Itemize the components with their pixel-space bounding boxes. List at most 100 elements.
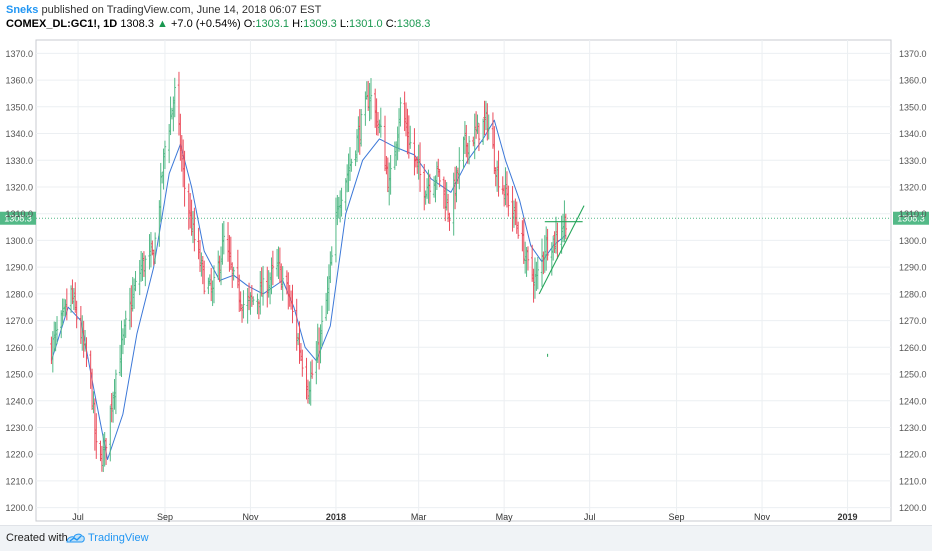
ohlc-bar xyxy=(428,173,432,205)
last-price-label-left: 1308.3 xyxy=(4,214,32,224)
price-chart[interactable]: 1308.3 1308.3 1200.0 1210.0 1220.0 1230.0 124… xyxy=(0,0,932,525)
up-arrow-icon: ▲ xyxy=(157,18,168,30)
y-tick-label-right: 1320.0 xyxy=(899,182,927,192)
ohlc-bar xyxy=(476,114,479,135)
ohlc-bar xyxy=(291,284,294,324)
ohlc-bar xyxy=(222,220,226,255)
ohlc-bar xyxy=(438,168,441,188)
ohlc-bar xyxy=(526,246,530,271)
ohlc-bar xyxy=(85,337,88,367)
ohlc-bar xyxy=(497,150,500,197)
ohlc-bar xyxy=(144,255,147,287)
ohlc-bar xyxy=(379,107,383,138)
last-price-tag-left: 1308.3 xyxy=(0,211,36,225)
ohlc-bar xyxy=(507,185,510,217)
y-tick-label-right: 1250.0 xyxy=(899,370,927,380)
x-axis: Jul Sep Nov 2018 Mar May Jul Sep Nov 2019 xyxy=(72,512,857,522)
trendlines xyxy=(538,205,585,357)
y-tick-label-left: 1310.0 xyxy=(5,209,33,219)
ohlc-bar xyxy=(153,232,157,264)
ohlc-bar xyxy=(477,123,481,152)
high-value: 1309.3 xyxy=(303,18,337,30)
ohlc-bar xyxy=(467,135,471,165)
symbol-label: COMEX_DL:GC1!, 1D xyxy=(6,18,118,30)
close-value: 1308.3 xyxy=(396,18,431,30)
y-tick-label-left: 1360.0 xyxy=(5,76,33,86)
trendline[interactable] xyxy=(538,205,585,295)
tradingview-brand-link[interactable]: TradingView xyxy=(88,532,149,544)
y-tick-label-left: 1290.0 xyxy=(5,263,33,273)
y-tick-label-left: 1230.0 xyxy=(5,423,33,433)
y-tick-label-right: 1300.0 xyxy=(899,236,927,246)
ohlc-bar xyxy=(261,265,265,306)
ohlc-bar xyxy=(409,125,412,149)
ohlc-bar xyxy=(359,109,363,147)
ohlc-bar xyxy=(232,266,235,281)
x-tick-label: Mar xyxy=(411,512,427,522)
ohlc-bar xyxy=(124,310,127,338)
ohlc-bar xyxy=(487,114,490,140)
x-tick-label: Sep xyxy=(157,512,173,522)
tradingview-logo-icon[interactable] xyxy=(66,531,86,545)
published-text: published on TradingView.com, June 14, 2… xyxy=(41,4,322,16)
x-tick-label: 2018 xyxy=(326,512,346,522)
open-value: 1303.1 xyxy=(255,18,290,30)
ohlc-bar xyxy=(173,77,176,118)
ohlc-bar xyxy=(212,265,216,304)
author-name[interactable]: Sneks xyxy=(6,4,39,16)
y-tick-label-right: 1280.0 xyxy=(899,289,927,299)
ohlc-bar xyxy=(95,413,98,459)
ohlc-bar xyxy=(389,155,392,195)
last-price-tag-right: 1308.3 xyxy=(893,211,929,225)
ohlc-bar xyxy=(330,246,333,266)
publish-info: Sneks published on TradingView.com, June… xyxy=(6,3,321,18)
y-tick-label-right: 1290.0 xyxy=(899,263,927,273)
y-axis-right: 1200.0 1210.0 1220.0 1230.0 1240.0 1250.0 1260… xyxy=(899,49,927,513)
y-tick-label-right: 1200.0 xyxy=(899,503,927,513)
y-tick-label-left: 1330.0 xyxy=(5,156,33,166)
y-tick-label-right: 1220.0 xyxy=(899,450,927,460)
ohlc-bar xyxy=(252,296,255,305)
y-tick-label-left: 1300.0 xyxy=(5,236,33,246)
ohlc-bar xyxy=(193,207,196,252)
ohlc-bar xyxy=(556,222,559,260)
ohlc-bar xyxy=(458,147,461,190)
y-axis-left: 1200.0 1210.0 1220.0 1230.0 1240.0 1250.0 1260… xyxy=(5,49,33,513)
ohlc-bar xyxy=(202,260,206,295)
ohlc-bar xyxy=(546,228,549,261)
y-tick-label-right: 1310.0 xyxy=(899,209,927,219)
y-tick-label-right: 1240.0 xyxy=(899,396,927,406)
y-tick-label-right: 1210.0 xyxy=(899,476,927,486)
y-tick-label-right: 1270.0 xyxy=(899,316,927,326)
ohlc-bar xyxy=(65,288,69,321)
last-price-label-right: 1308.3 xyxy=(897,214,925,224)
y-tick-label-left: 1340.0 xyxy=(5,129,33,139)
y-tick-label-left: 1240.0 xyxy=(5,396,33,406)
y-tick-label-right: 1230.0 xyxy=(899,423,927,433)
y-tick-label-right: 1260.0 xyxy=(899,343,927,353)
y-tick-label-right: 1330.0 xyxy=(899,156,927,166)
low-value: 1301.0 xyxy=(349,18,383,30)
ohlc-bar xyxy=(163,140,167,170)
ohlc-bar xyxy=(369,78,373,120)
y-tick-label-left: 1200.0 xyxy=(5,503,33,513)
y-tick-label-left: 1280.0 xyxy=(5,289,33,299)
ohlc-bar xyxy=(75,300,78,329)
ohlc-bar xyxy=(114,369,118,415)
ohlc-bar xyxy=(340,187,343,217)
change-value: +7.0 (+0.54%) xyxy=(170,18,241,30)
x-tick-label: Jul xyxy=(72,512,84,522)
high-label: H: xyxy=(292,18,304,30)
y-tick-label-left: 1210.0 xyxy=(5,476,33,486)
moving-average xyxy=(50,119,567,460)
ohlc-bar xyxy=(399,97,402,127)
ohlc-bar xyxy=(418,142,422,192)
plot-area[interactable] xyxy=(35,39,892,522)
ohlc-bar xyxy=(134,270,137,292)
x-tick-label: Sep xyxy=(669,512,685,522)
y-tick-label-right: 1370.0 xyxy=(899,49,927,59)
y-tick-label-left: 1250.0 xyxy=(5,370,33,380)
ohlc-bar xyxy=(281,266,284,301)
y-tick-label-right: 1360.0 xyxy=(899,76,927,86)
ohlc-bar xyxy=(350,158,353,172)
